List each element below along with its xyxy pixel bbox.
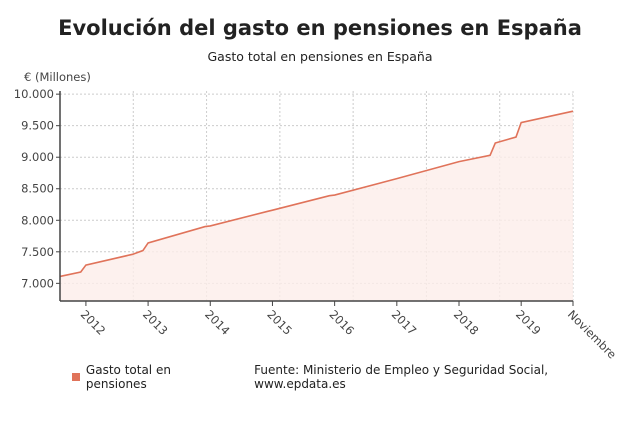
x-tick-label: 2015: [264, 307, 295, 338]
series-line: [59, 110, 574, 278]
x-tick-label: Noviembre: [565, 307, 619, 360]
page-title: Evolución del gasto en pensiones en Espa…: [58, 16, 582, 40]
x-tick-label: 2014: [202, 307, 233, 338]
x-tick-label: 2012: [78, 307, 109, 338]
legend-swatch: [72, 373, 80, 381]
source-text: Fuente: Ministerio de Empleo y Seguridad…: [254, 363, 549, 391]
legend: Gasto total en pensiones Fuente: Ministe…: [72, 363, 640, 391]
x-tick-label: 2017: [389, 307, 420, 338]
y-tick-label: 7.500: [21, 245, 54, 259]
y-tick-label: 9.500: [21, 119, 54, 133]
legend-label: Gasto total en pensiones: [85, 363, 171, 391]
chart: € (Millones) 7.000 7.500 8.000 8.500 9.000 9.…: [14, 70, 619, 360]
x-tick-label: 2018: [451, 307, 482, 338]
x-tick-label: 2019: [513, 307, 544, 338]
series-area: [60, 111, 573, 302]
y-axis-label: € (Millones): [24, 70, 91, 84]
y-tick-label: 10.000: [14, 87, 54, 101]
y-tick-label: 7.000: [21, 276, 54, 290]
x-tick-label: 2016: [327, 307, 358, 338]
y-tick-label: 8.000: [21, 213, 54, 227]
y-tick-label: 9.000: [21, 150, 54, 164]
x-tick-label: 2013: [140, 307, 171, 338]
y-tick-label: 8.500: [21, 182, 54, 196]
chart-subtitle: Gasto total en pensiones en España: [207, 49, 433, 64]
